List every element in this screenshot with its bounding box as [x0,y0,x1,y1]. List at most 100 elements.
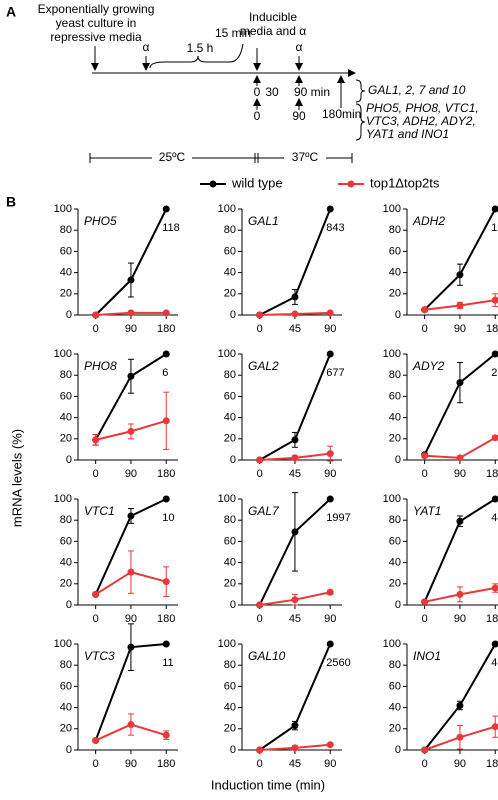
group-label: GAL1, 2, 7 and 10 [368,83,466,97]
y-tick-label: 80 [389,369,401,381]
data-point [491,350,498,358]
chart-title: PHO8 [84,359,117,373]
annotation: 1997 [326,512,350,524]
y-tick-label: 100 [383,638,401,650]
x-tick-label: 0 [257,323,263,335]
wrapped-text: Inducible media and α [239,10,307,38]
data-point [491,296,498,304]
data-point [491,723,498,731]
y-tick-label: 20 [60,723,72,735]
x-tick-label: 90 [324,758,336,770]
annotation: 677 [326,367,344,379]
time-label: 90 [292,109,306,123]
y-tick-label: 20 [60,578,72,590]
data-point [127,372,135,380]
x-tick-label: 0 [257,468,263,480]
y-tick-label: 80 [224,369,236,381]
data-point [326,309,334,317]
y-tick-label: 100 [383,348,401,360]
y-tick-label: 100 [383,203,401,215]
chart: 0 20 40 60 80 100 0 90 180 VTC1 10 [54,493,178,625]
annotation: 11 [162,657,173,669]
data-point [456,733,464,741]
x-tick-label: 0 [422,758,428,770]
data-point [421,598,429,606]
panel-b: B mRNA levels (%) Induction time (min) [6,194,325,793]
y-axis-label: mRNA levels (%) [9,429,24,527]
x-tick-label: 0 [93,323,99,335]
y-tick-label: 60 [389,680,401,692]
data-point [291,454,299,462]
y-tick-label: 60 [389,535,401,547]
y-tick-label: 100 [218,203,236,215]
x-tick-label: 45 [289,323,301,335]
y-tick-label: 20 [224,288,236,300]
chart-title: GAL1 [248,214,279,228]
y-tick-label: 0 [395,744,401,756]
x-tick-label: 90 [125,613,137,625]
legend-label: wild type [231,175,283,190]
y-tick-label: 40 [389,557,401,569]
y-tick-label: 80 [60,224,72,236]
y-tick-label: 0 [395,599,401,611]
chart: 0 20 40 60 80 100 0 45 90 GAL7 1997 [218,492,351,625]
x-tick-label: 0 [93,613,99,625]
y-tick-label: 60 [60,680,72,692]
brace [149,43,244,69]
y-tick-label: 40 [389,267,401,279]
legend-marker [209,180,217,188]
x-tick-label: 180 [157,758,175,770]
x-tick-label: 90 [454,468,466,480]
y-tick-label: 20 [224,433,236,445]
chart-title: VTC1 [84,504,115,518]
x-tick-label: 90 [454,323,466,335]
y-tick-label: 40 [224,557,236,569]
y-tick-label: 0 [66,454,72,466]
data-point [291,744,299,752]
x-tick-label: 0 [93,468,99,480]
annotation: 476 [491,657,498,669]
y-tick-label: 100 [54,638,72,650]
y-tick-label: 80 [60,369,72,381]
y-tick-label: 40 [224,267,236,279]
data-point [127,427,135,435]
x-tick-label: 90 [324,323,336,335]
y-tick-label: 60 [389,245,401,257]
data-point [256,456,264,464]
data-point [162,417,170,425]
annotation: 10 [162,512,174,524]
y-tick-label: 0 [230,599,236,611]
y-tick-label: 80 [389,224,401,236]
x-tick-label: 90 [324,613,336,625]
data-point [127,721,135,729]
brace [355,79,366,103]
data-point [256,601,264,609]
time-label: 0 [254,109,261,123]
data-point [162,495,170,503]
data-point [326,350,334,358]
data-point [491,584,498,592]
y-tick-label: 60 [60,390,72,402]
data-point [291,293,299,301]
data-point [291,722,299,730]
chart: 0 20 40 60 80 100 0 90 180 YAT1 44 [383,493,498,625]
brace-outer: 15 min [215,26,251,40]
x-axis-label: Induction time (min) [211,777,325,792]
y-tick-label: 80 [389,514,401,526]
x-tick-label: 45 [289,613,301,625]
x-tick-label: 0 [257,613,263,625]
chart: 0 20 40 60 80 100 0 90 180 PHO5 118 [54,203,180,335]
annotation: 44 [491,512,498,524]
data-point [421,452,429,460]
y-tick-label: 0 [230,309,236,321]
data-point [291,596,299,604]
data-point [456,454,464,462]
y-tick-label: 60 [60,535,72,547]
y-tick-label: 40 [60,412,72,424]
annotation: 118 [162,222,180,234]
data-point [127,276,135,284]
chart: 0 20 40 60 80 100 0 90 180 VTC3 11 [54,623,178,770]
x-tick-label: 180 [157,323,175,335]
annotation: 22 [491,367,498,379]
y-tick-label: 20 [389,578,401,590]
